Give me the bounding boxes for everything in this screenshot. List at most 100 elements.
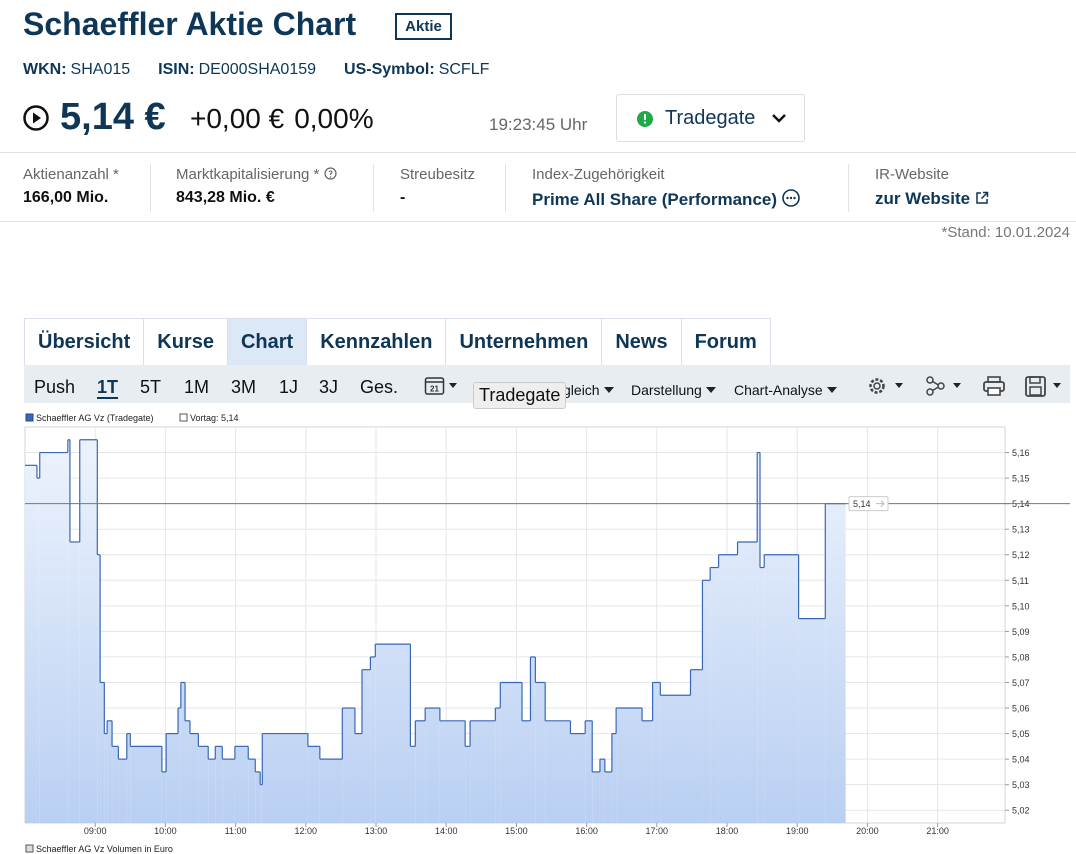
area-step bbox=[764, 554, 799, 823]
area-step bbox=[825, 503, 846, 823]
menu-button[interactable]: Darstellung bbox=[631, 382, 717, 398]
area-group bbox=[25, 439, 846, 823]
range-button[interactable]: 1M bbox=[184, 377, 210, 397]
tab[interactable]: Kennzahlen bbox=[307, 319, 447, 365]
area-step bbox=[737, 541, 758, 823]
website-link[interactable]: zur Website bbox=[875, 189, 971, 208]
area-step bbox=[100, 682, 105, 823]
settings-icon[interactable] bbox=[866, 375, 910, 397]
print-icon[interactable] bbox=[982, 375, 1006, 397]
share-icon[interactable] bbox=[924, 375, 968, 397]
x-tick-label: 15:00 bbox=[505, 826, 528, 836]
area-step bbox=[107, 720, 113, 823]
chevron bbox=[772, 114, 786, 123]
y-tick-label: 5,15 bbox=[1012, 474, 1030, 484]
range-button[interactable]: 1T bbox=[97, 377, 119, 397]
index-link[interactable]: Prime All Share (Performance) bbox=[532, 190, 778, 209]
x-tick-label: 16:00 bbox=[575, 826, 598, 836]
area-step bbox=[798, 618, 826, 823]
stat: Streubesitz - bbox=[400, 166, 475, 207]
stat-value: Prime All Share (Performance) bbox=[532, 189, 800, 210]
range-button[interactable]: 3M bbox=[231, 377, 257, 397]
stat-value: - bbox=[400, 189, 406, 206]
area-step bbox=[500, 682, 523, 823]
area-step bbox=[495, 708, 501, 823]
menu-button[interactable]: Chart-Analyse bbox=[734, 382, 838, 398]
area-step bbox=[185, 720, 190, 823]
x-tick-label: 19:00 bbox=[786, 826, 809, 836]
area-step bbox=[545, 720, 571, 823]
reference-label: 5,14 bbox=[853, 499, 871, 509]
tab[interactable]: Chart bbox=[227, 319, 308, 365]
x-tick-label: 18:00 bbox=[716, 826, 739, 836]
arrow-shape bbox=[705, 387, 716, 393]
x-tick-label: 17:00 bbox=[646, 826, 669, 836]
area-step bbox=[234, 746, 249, 823]
legend-label: Vortag: 5,14 bbox=[190, 413, 239, 423]
legend-swatch bbox=[25, 413, 34, 422]
id-value: DE000SHA0159 bbox=[198, 61, 317, 78]
stat-value: 843,28 Mio. € bbox=[176, 189, 275, 206]
more-icon[interactable] bbox=[781, 189, 800, 207]
tab[interactable]: Unternehmen bbox=[446, 319, 603, 365]
area-step bbox=[248, 759, 256, 823]
id-value: SHA015 bbox=[70, 61, 131, 78]
status-dot bbox=[637, 111, 653, 127]
tab[interactable]: Forum bbox=[682, 319, 771, 365]
stat: Index-Zugehörigkeit Prime All Share (Perf… bbox=[532, 166, 800, 210]
area-step bbox=[522, 720, 531, 823]
y-tick-label: 5,10 bbox=[1012, 601, 1030, 611]
reference-arrow bbox=[876, 500, 885, 507]
stat-value: 166,00 Mio. bbox=[23, 189, 109, 206]
tab[interactable]: News bbox=[602, 319, 682, 365]
area-step bbox=[208, 759, 216, 823]
change-abs: +0,00 € bbox=[190, 103, 285, 134]
external-icon bbox=[976, 191, 989, 204]
stat: Aktienanzahl * 166,00 Mio. bbox=[23, 166, 119, 207]
area-step bbox=[178, 708, 181, 823]
x-tick-label: 10:00 bbox=[154, 826, 177, 836]
y-tick-label: 5,05 bbox=[1012, 729, 1030, 739]
save-icon[interactable] bbox=[1024, 375, 1066, 399]
axes: 5,02 5,03 5,04 5,05 5,06 5,07 5,08 5,09 5,10 5,11… bbox=[25, 448, 1070, 836]
stat-label: Index-Zugehörigkeit bbox=[532, 166, 665, 183]
area-step bbox=[642, 720, 653, 823]
stat: Marktkapitalisierung * 843,28 Mio. € bbox=[176, 166, 337, 207]
area-step bbox=[702, 580, 711, 823]
calendar-icon[interactable]: 21 bbox=[424, 375, 460, 397]
area-step bbox=[530, 656, 536, 823]
area-step bbox=[710, 567, 719, 823]
range-button[interactable]: 1J bbox=[279, 377, 299, 397]
range-button[interactable]: 5T bbox=[140, 377, 162, 397]
area-step bbox=[570, 733, 586, 823]
play-icon[interactable] bbox=[22, 104, 50, 132]
area-step bbox=[198, 746, 209, 823]
y-tick-label: 5,09 bbox=[1012, 627, 1030, 637]
y-tick-label: 5,04 bbox=[1012, 755, 1030, 765]
area-step bbox=[189, 733, 199, 823]
area-step bbox=[415, 720, 426, 823]
tab[interactable]: Übersicht bbox=[24, 319, 145, 365]
exchange-select[interactable]: Tradegate bbox=[616, 94, 805, 142]
area-step bbox=[319, 759, 343, 823]
volume-legend: Schaeffler AG Vz Volumen in Euro bbox=[36, 844, 173, 854]
range-button[interactable]: Push bbox=[34, 377, 76, 397]
dropdown-arrow bbox=[705, 387, 716, 393]
area-step bbox=[585, 720, 593, 823]
y-tick-label: 5,11 bbox=[1012, 576, 1029, 586]
menu-label: Darstellung bbox=[631, 382, 702, 398]
stand-note: *Stand: 10.01.2024 bbox=[941, 224, 1070, 241]
area-step bbox=[97, 554, 101, 823]
range-button[interactable]: Ges. bbox=[360, 377, 399, 397]
area-step bbox=[69, 541, 80, 823]
area-step bbox=[262, 733, 308, 823]
reference-label-box bbox=[848, 496, 889, 512]
range-button[interactable]: 3J bbox=[319, 377, 339, 397]
x-tick-label: 14:00 bbox=[435, 826, 458, 836]
x-tick-label: 12:00 bbox=[295, 826, 318, 836]
info-icon[interactable] bbox=[323, 167, 337, 180]
tab[interactable]: Kurse bbox=[144, 319, 228, 365]
change-pct: 0,00% bbox=[294, 103, 374, 134]
area-step bbox=[425, 708, 440, 823]
